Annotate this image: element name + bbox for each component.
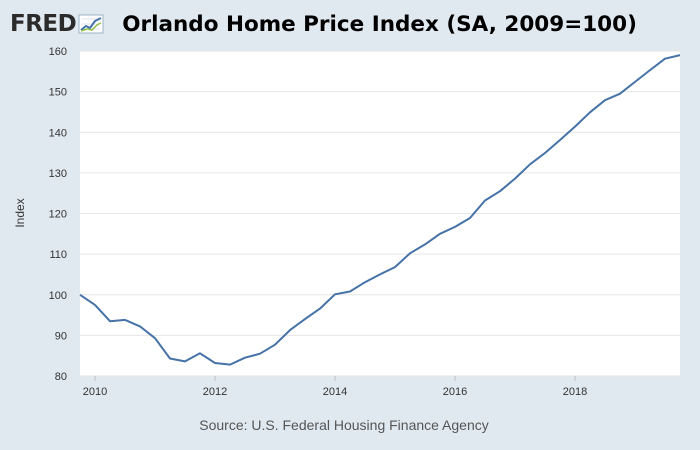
data-point[interactable] — [676, 51, 684, 59]
data-point[interactable] — [166, 355, 174, 363]
data-point[interactable] — [301, 315, 309, 323]
data-point[interactable] — [196, 349, 204, 357]
data-point[interactable] — [496, 187, 504, 195]
chart-header: FRED Orlando Home Price Index (SA, 2009=… — [10, 4, 637, 44]
x-axis-ticks: 2010 2012 2014 2016 2018 — [83, 376, 587, 398]
data-point[interactable] — [136, 322, 144, 330]
data-point[interactable] — [286, 326, 294, 334]
data-point[interactable] — [601, 96, 609, 104]
data-point[interactable] — [346, 288, 354, 296]
y-tick-label: 160 — [49, 46, 67, 58]
y-tick-label: 100 — [49, 290, 67, 302]
data-point[interactable] — [331, 290, 339, 298]
y-axis-ticks: 80 90 100 110 120 130 140 150 160 — [49, 46, 67, 383]
x-tick-label: 2018 — [563, 386, 587, 398]
data-point[interactable] — [466, 214, 474, 222]
data-point[interactable] — [106, 317, 114, 325]
data-point[interactable] — [481, 197, 489, 205]
line-graph-icon — [78, 14, 104, 34]
data-point[interactable] — [616, 90, 624, 98]
data-point[interactable] — [421, 240, 429, 248]
data-point[interactable] — [376, 270, 384, 278]
data-point[interactable] — [526, 160, 534, 168]
data-point[interactable] — [541, 149, 549, 157]
data-point[interactable] — [406, 249, 414, 257]
gridlines — [80, 50, 680, 377]
x-tick-label: 2016 — [443, 386, 467, 398]
series-line — [79, 54, 681, 366]
data-point[interactable] — [211, 359, 219, 367]
data-point[interactable] — [181, 357, 189, 365]
data-point[interactable] — [256, 350, 264, 358]
data-point[interactable] — [316, 305, 324, 313]
data-point[interactable] — [76, 291, 84, 299]
data-point[interactable] — [646, 66, 654, 74]
data-point[interactable] — [451, 223, 459, 231]
y-tick-label: 150 — [49, 87, 67, 99]
fred-logo[interactable]: FRED — [10, 11, 104, 37]
fred-logo-text: FRED — [10, 11, 77, 37]
data-point[interactable] — [91, 301, 99, 309]
y-tick-label: 90 — [55, 330, 67, 342]
data-point[interactable] — [571, 123, 579, 131]
y-axis-label: Index — [13, 198, 27, 227]
x-tick-label: 2010 — [83, 386, 107, 398]
y-tick-label: 80 — [55, 371, 67, 383]
y-tick-label: 120 — [49, 209, 67, 221]
data-point[interactable] — [436, 230, 444, 238]
y-tick-label: 130 — [49, 168, 67, 180]
x-tick-label: 2012 — [203, 386, 227, 398]
data-point[interactable] — [271, 341, 279, 349]
y-tick-label: 110 — [49, 249, 67, 261]
data-point[interactable] — [631, 78, 639, 86]
data-point[interactable] — [391, 263, 399, 271]
data-point[interactable] — [151, 334, 159, 342]
data-point[interactable] — [241, 354, 249, 362]
source-note: Source: U.S. Federal Housing Finance Age… — [199, 417, 489, 433]
chart-title: Orlando Home Price Index (SA, 2009=100) — [122, 11, 637, 37]
y-tick-label: 140 — [49, 127, 67, 139]
data-point[interactable] — [121, 316, 129, 324]
data-point[interactable] — [556, 136, 564, 144]
data-point[interactable] — [361, 278, 369, 286]
data-point[interactable] — [511, 175, 519, 183]
data-point[interactable] — [586, 108, 594, 116]
data-point[interactable] — [661, 55, 669, 63]
x-tick-label: 2014 — [323, 386, 347, 398]
data-point[interactable] — [226, 361, 234, 369]
